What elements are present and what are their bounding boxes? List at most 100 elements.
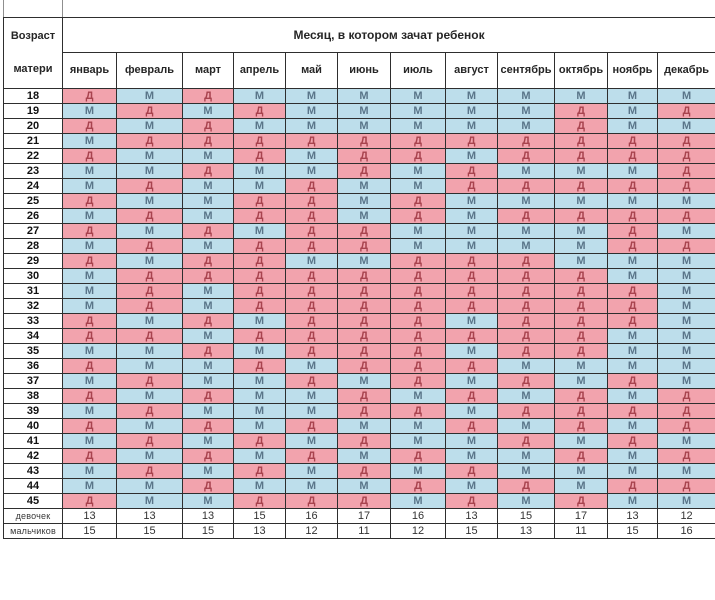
boy-cell: М	[62, 373, 117, 389]
girl-cell: Д	[390, 253, 446, 269]
age-cell: 45	[3, 493, 63, 509]
boy-cell: М	[233, 418, 286, 434]
age-row-21: 21 М Д Д Д Д Д Д Д Д Д Д Д	[3, 133, 715, 149]
girl-cell: Д	[337, 313, 391, 329]
girl-cell: Д	[445, 463, 498, 479]
girl-cell: Д	[116, 463, 183, 479]
boy-cell: М	[656, 283, 715, 299]
age-cell: 37	[3, 373, 63, 389]
girl-cell: Д	[62, 253, 117, 269]
boy-cell: М	[182, 373, 234, 389]
table-edge-line-left	[3, 0, 4, 18]
boy-cell: М	[233, 118, 286, 134]
girl-cell: Д	[390, 148, 446, 164]
girl-cell: Д	[285, 208, 338, 224]
girl-cell: Д	[233, 433, 286, 449]
boy-cell: М	[116, 193, 183, 209]
boy-cell: М	[285, 463, 338, 479]
boy-cell: М	[390, 88, 446, 104]
age-cell: 18	[3, 88, 63, 104]
boy-cell: М	[497, 193, 555, 209]
girl-cell: Д	[554, 298, 608, 314]
boy-cell: М	[390, 103, 446, 119]
boy-cell: М	[182, 208, 234, 224]
girl-cell: Д	[62, 328, 117, 344]
boy-cell: М	[445, 118, 498, 134]
boy-cell: М	[554, 358, 608, 374]
boy-cell: М	[285, 148, 338, 164]
month-header-3: март	[182, 51, 234, 90]
boy-cell: М	[497, 448, 555, 464]
age-row-30: 30 М Д Д Д Д Д Д Д Д Д М М	[3, 268, 715, 284]
boy-cell: М	[337, 178, 391, 194]
boy-cell: М	[390, 238, 446, 254]
boy-cell: М	[656, 298, 715, 314]
girl-cell: Д	[607, 148, 658, 164]
boy-cell: М	[233, 448, 286, 464]
girl-cell: Д	[233, 328, 286, 344]
boy-cell: М	[497, 418, 555, 434]
girl-cell: Д	[62, 358, 117, 374]
boy-cell: М	[554, 478, 608, 494]
age-cell: 31	[3, 283, 63, 299]
header-row-top: Возраст матери Месяц, в котором зачат ре…	[3, 17, 715, 89]
boy-cell: М	[182, 328, 234, 344]
boy-cell: М	[285, 253, 338, 269]
boy-cell: М	[607, 103, 658, 119]
age-row-44: 44 М М Д М М М Д М Д М Д Д	[3, 478, 715, 494]
girl-cell: Д	[554, 343, 608, 359]
girl-cell: Д	[656, 103, 715, 119]
age-cell: 41	[3, 433, 63, 449]
boy-cell: М	[445, 433, 498, 449]
month-span-header: Месяц, в котором зачат ребенок	[61, 17, 715, 53]
girl-cell: Д	[497, 283, 555, 299]
boy-cell: М	[62, 133, 117, 149]
girl-cell: Д	[182, 448, 234, 464]
girl-cell: Д	[497, 328, 555, 344]
boy-cell: М	[656, 463, 715, 479]
girl-cell: Д	[233, 253, 286, 269]
boy-cell: М	[285, 358, 338, 374]
boy-cell: М	[554, 463, 608, 479]
age-cell: 39	[3, 403, 63, 419]
summary-row-девочек: девочек 13 13 13 15 16 17 16 13 15 17 13 12	[3, 508, 715, 524]
boy-cell: М	[554, 88, 608, 104]
girl-cell: Д	[116, 373, 183, 389]
boy-cell: М	[285, 163, 338, 179]
boy-cell: М	[116, 253, 183, 269]
girl-cell: Д	[656, 403, 715, 419]
boy-cell: М	[445, 148, 498, 164]
girl-cell: Д	[337, 463, 391, 479]
boy-cell: М	[182, 283, 234, 299]
girl-cell: Д	[337, 163, 391, 179]
boy-cell: М	[497, 463, 555, 479]
age-row-43: 43 М Д М Д М Д М Д М М М М	[3, 463, 715, 479]
age-row-42: 42 Д М Д М Д М Д М М Д М Д	[3, 448, 715, 464]
girl-cell: Д	[233, 133, 286, 149]
boy-cell: М	[62, 238, 117, 254]
girl-cell: Д	[233, 298, 286, 314]
girl-cell: Д	[656, 148, 715, 164]
boy-cell: М	[62, 433, 117, 449]
boy-cell: М	[497, 103, 555, 119]
age-corner-header: Возраст матери	[3, 17, 63, 89]
boy-cell: М	[554, 163, 608, 179]
girl-cell: Д	[445, 418, 498, 434]
boy-cell: М	[445, 208, 498, 224]
boy-cell: М	[445, 448, 498, 464]
girl-cell: Д	[497, 403, 555, 419]
girl-cell: Д	[116, 433, 183, 449]
boy-cell: М	[607, 193, 658, 209]
girl-cell: Д	[390, 358, 446, 374]
age-row-18: 18 Д М Д М М М М М М М М М	[3, 88, 715, 104]
girl-cell: Д	[62, 193, 117, 209]
girl-cell: Д	[182, 418, 234, 434]
boy-cell: М	[62, 163, 117, 179]
girl-cell: Д	[116, 133, 183, 149]
girl-cell: Д	[607, 283, 658, 299]
age-cell: 23	[3, 163, 63, 179]
boy-cell: М	[62, 103, 117, 119]
girl-cell: Д	[233, 358, 286, 374]
age-cell: 36	[3, 358, 63, 374]
girl-cell: Д	[656, 208, 715, 224]
